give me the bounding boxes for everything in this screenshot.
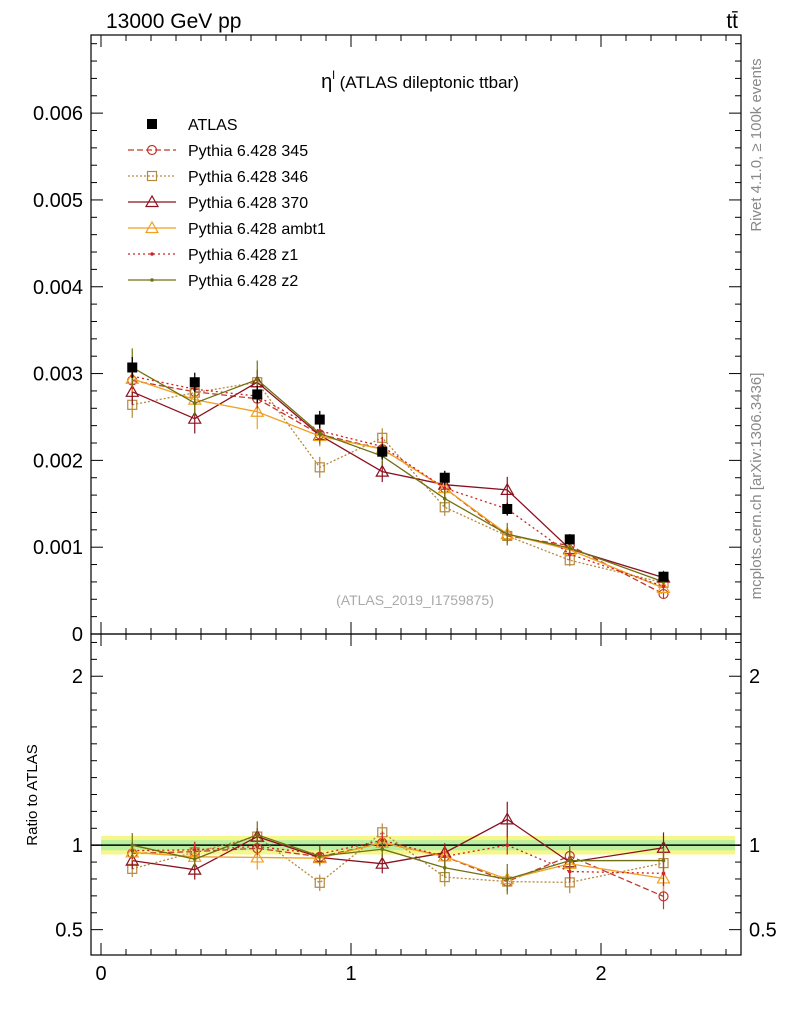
series-point (442, 496, 447, 501)
series-point (314, 462, 325, 473)
ratio-series-line (132, 831, 664, 884)
x-tick-label: 1 (345, 963, 356, 985)
plot-title-rest: (ATLAS dileptonic ttbar) (335, 73, 519, 92)
series-point (567, 546, 572, 550)
ratio-axis-label: Ratio to ATLAS (24, 744, 41, 845)
series-point (317, 431, 322, 436)
data-point (564, 534, 575, 545)
ratio-point (380, 847, 385, 852)
ratio-y-tick-label: 0.5 (55, 920, 83, 942)
ratio-y-tick-label-right: 0.5 (749, 920, 777, 942)
y-tick-label: 0.002 (33, 450, 83, 472)
legend-label-0: Pythia 6.428 345 (188, 143, 308, 160)
series-point (192, 401, 197, 405)
series-point (255, 377, 260, 382)
ratio-point (505, 877, 510, 882)
atlas-data-series (127, 357, 669, 582)
x-tick-label: 0 (95, 963, 106, 985)
series-point (656, 580, 671, 594)
ratio-point (130, 843, 135, 847)
data-point (314, 414, 325, 425)
data-point (502, 503, 513, 514)
series-point (250, 404, 265, 417)
y-tick-label: 0.001 (33, 537, 83, 559)
data-point (439, 472, 450, 483)
legend-label-4: Pythia 6.428 z1 (188, 247, 298, 264)
plot-title: ηl (ATLAS dileptonic ttbar) (321, 68, 519, 93)
main-plot-area: 0 0.001 0.002 0.003 0.004 0.005 0.006 (33, 34, 742, 646)
legend-marker-4 (150, 252, 154, 256)
ratio-y-tick-label-right: 1 (749, 835, 760, 857)
ratio-series-5 (130, 821, 666, 895)
data-point (189, 377, 200, 388)
mcplots-side-label: mcplots.cern.ch [arXiv:1306.3436] (748, 373, 765, 600)
ratio-frame-border (90, 633, 742, 956)
ratio-series-line (132, 839, 664, 874)
series-point (375, 464, 390, 477)
series-point (442, 486, 447, 490)
ratio-point (500, 812, 515, 825)
data-point (127, 362, 138, 373)
header-right-label: tt̄ (726, 10, 738, 33)
ratio-point (661, 858, 666, 863)
ratio-point (317, 854, 322, 858)
ratio-plot-area: 0 1 2 0.5 0.5 1 1 2 2 (55, 35, 777, 985)
y-tick-label: 0 (72, 624, 83, 646)
ratio-point (375, 856, 390, 869)
series-line (132, 378, 664, 589)
x-tick-label: 2 (595, 963, 606, 985)
series-3 (125, 365, 671, 594)
ratio-point (442, 854, 447, 859)
legend: ATLAS Pythia 6.428 345 Pythia 6.428 346 Pyt… (128, 117, 326, 290)
watermark-label: (ATLAS_2019_I1759875) (336, 592, 494, 608)
ratio-point (505, 843, 510, 847)
ratio-point (314, 877, 325, 888)
legend-marker-atlas (147, 119, 157, 129)
legend-marker-0 (146, 144, 158, 156)
plot-title-eta: η (321, 71, 332, 93)
series-line (131, 381, 664, 579)
y-tick-label: 0.005 (33, 190, 83, 212)
ratio-point (250, 850, 265, 863)
data-point (377, 446, 388, 457)
ratio-point (192, 857, 197, 861)
series-point (187, 411, 202, 424)
ratio-point (442, 865, 447, 870)
series-point (125, 384, 140, 397)
legend-marker-1 (146, 170, 158, 182)
ratio-y-tick-label: 1 (72, 835, 83, 857)
legend-label-5: Pythia 6.428 z2 (188, 273, 298, 290)
header-left-label: 13000 GeV pp (106, 10, 241, 33)
ratio-point (658, 891, 669, 902)
series-point (500, 482, 515, 495)
series-5 (130, 348, 666, 587)
plot-title-sup: l (332, 68, 335, 82)
data-point (658, 571, 669, 582)
rivet-side-label: Rivet 4.1.0, ≥ 100k events (748, 58, 765, 231)
ratio-point (125, 853, 140, 866)
y-tick-label: 0.006 (33, 103, 83, 125)
ratio-point (187, 862, 202, 875)
ratio-point (567, 858, 572, 863)
legend-label-3: Pythia 6.428 ambt1 (188, 221, 326, 238)
series-line (132, 379, 664, 595)
ratio-y-tick-label: 2 (72, 666, 83, 688)
legend-label-atlas: ATLAS (188, 117, 238, 134)
ratio-series-1 (127, 823, 669, 894)
y-tick-label: 0.003 (33, 364, 83, 386)
series-line (132, 375, 664, 587)
legend-marker-5 (150, 278, 154, 282)
y-tick-label: 0.004 (33, 277, 83, 299)
ratio-point (255, 832, 260, 837)
legend-marker-3 (144, 220, 160, 234)
legend-label-1: Pythia 6.428 346 (188, 169, 308, 186)
ratio-y-tick-label-right: 2 (749, 666, 760, 688)
series-point (505, 532, 510, 536)
data-point (252, 389, 263, 400)
legend-label-2: Pythia 6.428 370 (188, 195, 308, 212)
legend-marker-2 (144, 194, 160, 208)
ratio-point (192, 848, 197, 852)
